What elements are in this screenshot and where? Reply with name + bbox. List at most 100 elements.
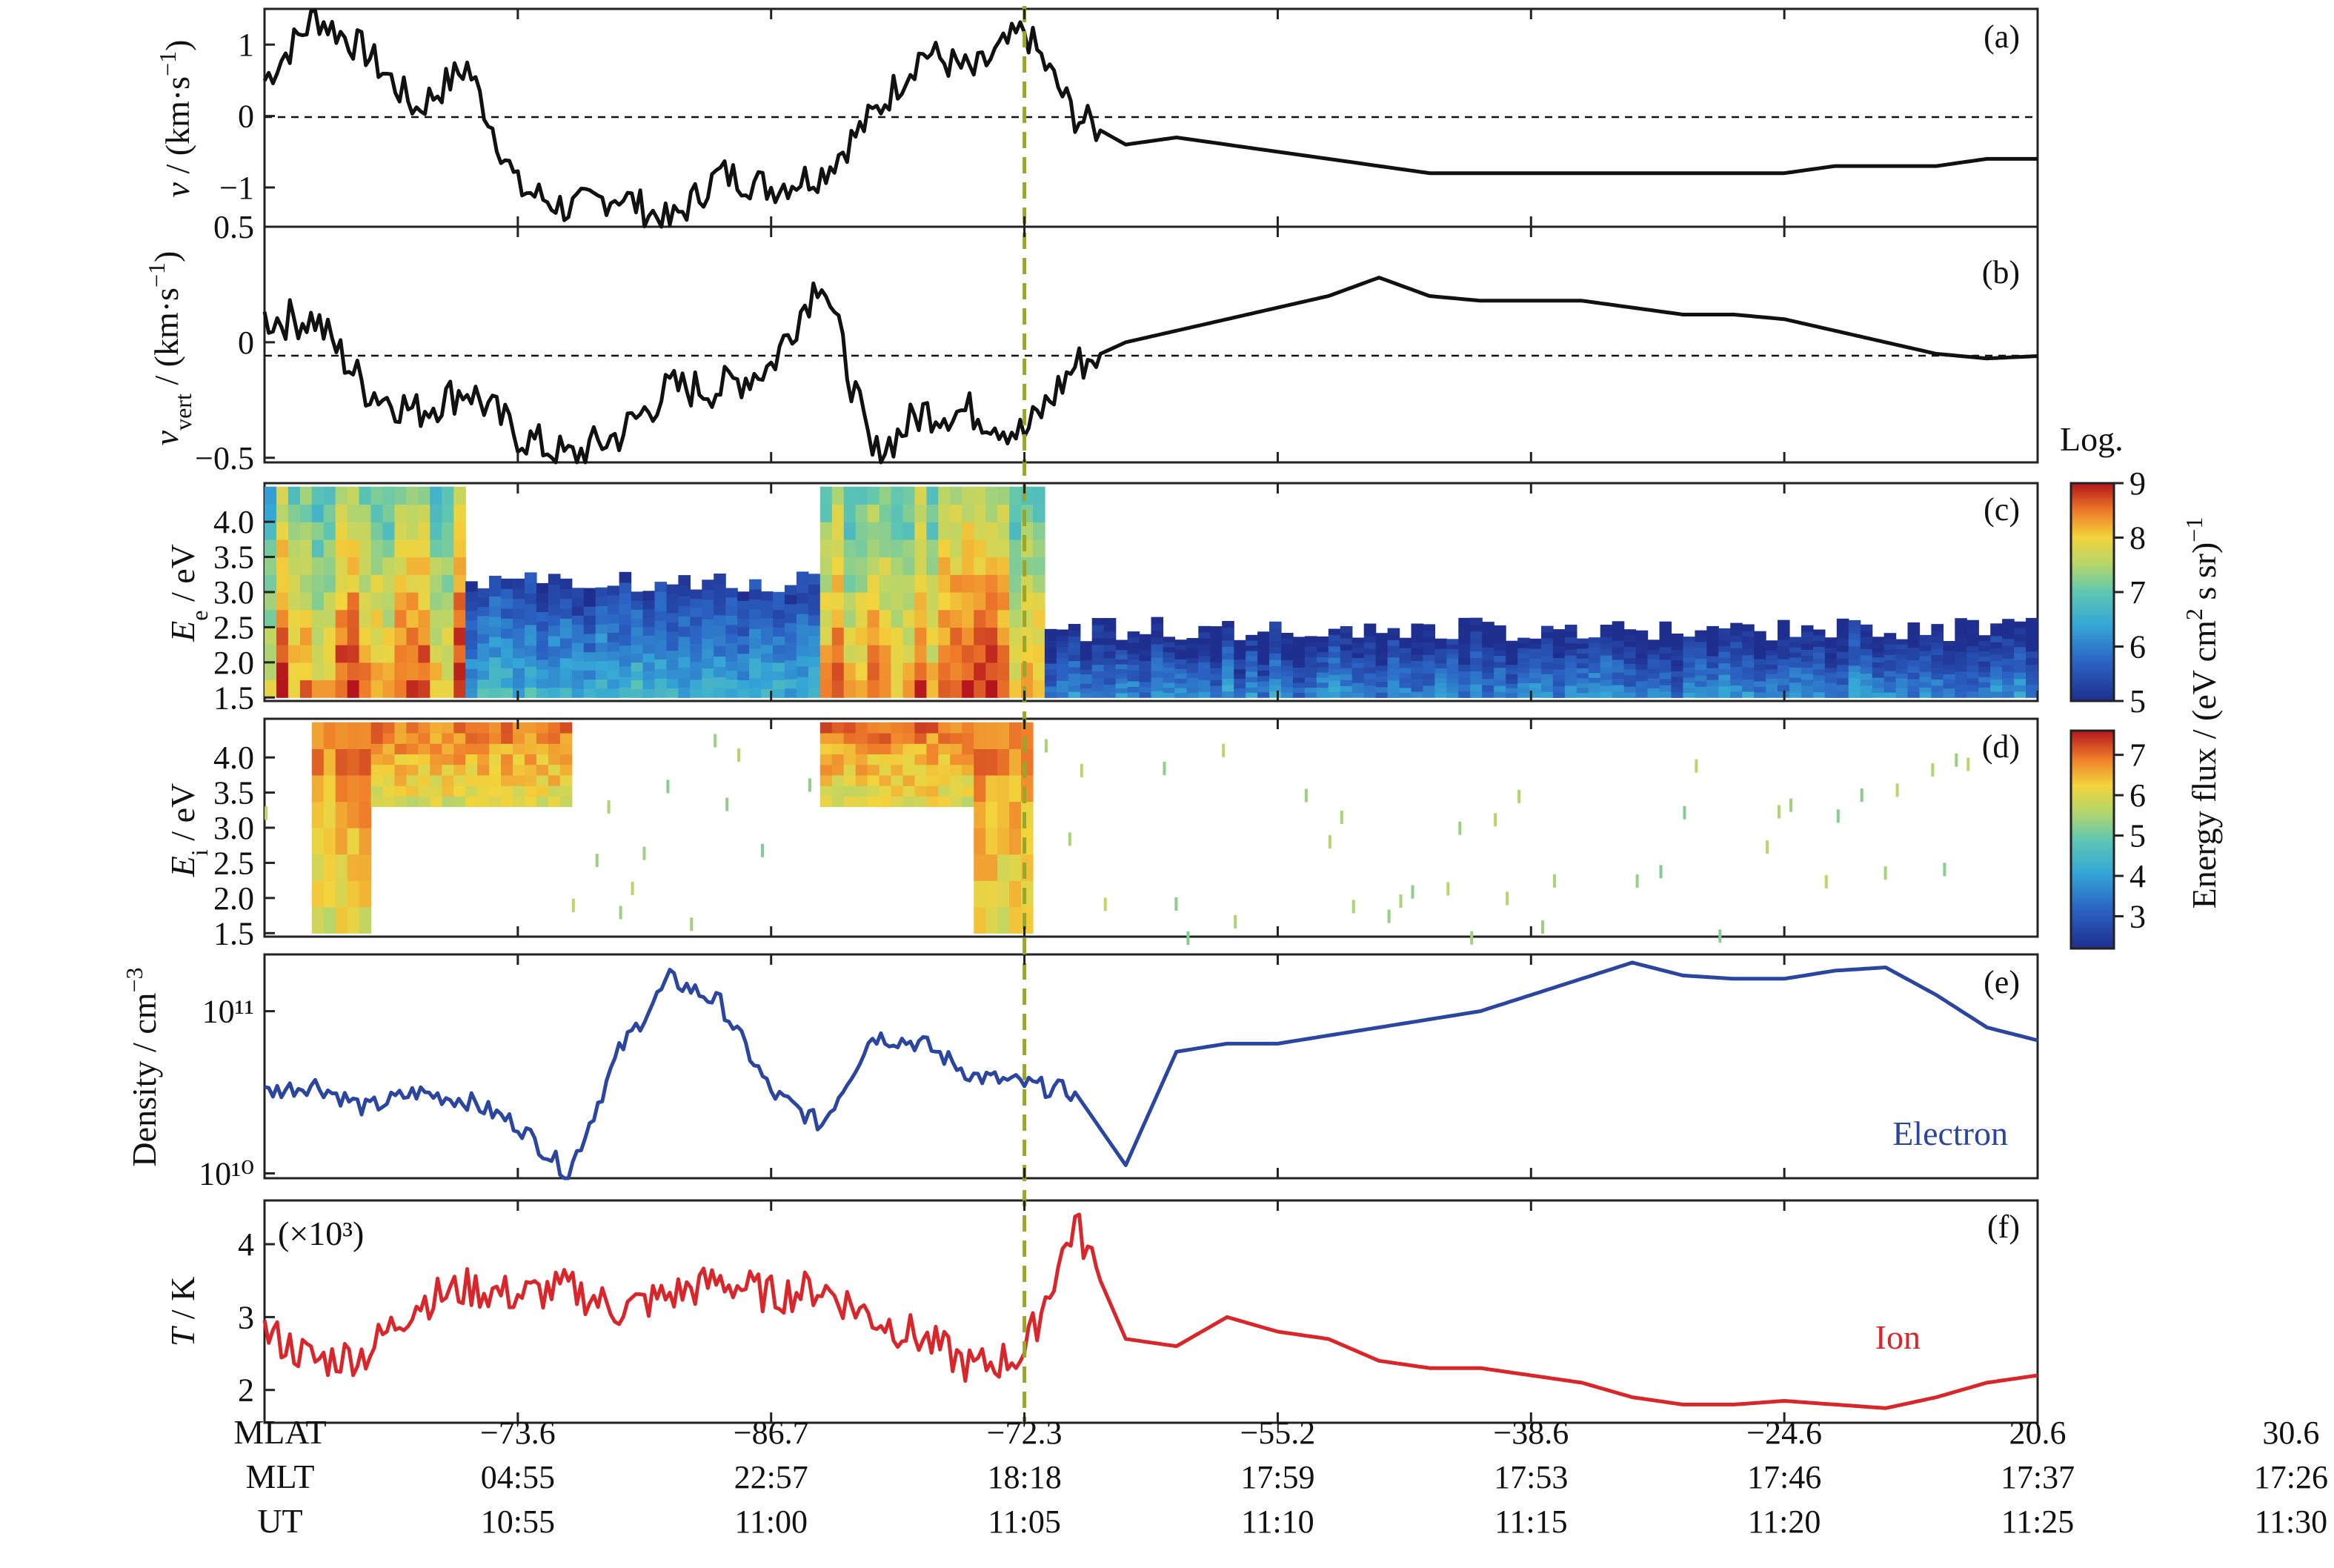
spectrogram-cell	[1588, 682, 1601, 688]
spectrogram-cell	[1966, 671, 1979, 679]
spectrogram-cell	[1576, 648, 1589, 654]
spectrogram-cell	[1351, 657, 1365, 663]
spectrogram-cell	[559, 785, 573, 797]
spectrogram-cell	[725, 634, 738, 643]
spectrogram-cell	[1033, 557, 1045, 575]
spectrogram-cell	[974, 906, 986, 934]
spectrogram-cell	[1434, 688, 1447, 694]
spectrogram-cell	[477, 796, 490, 808]
spectrogram-cell	[1340, 662, 1353, 668]
spectrogram-cell	[1907, 634, 1921, 642]
spectrogram-cell	[287, 592, 301, 611]
spectrogram-cell	[808, 677, 821, 688]
spectrogram-cell	[902, 754, 916, 765]
spectrogram-cell	[879, 662, 892, 681]
spectrogram-cell	[1706, 650, 1719, 657]
spectrogram-cell	[1766, 678, 1778, 684]
spectrogram-cell	[819, 574, 833, 593]
spectrogram-cell	[1955, 677, 1967, 685]
spectrogram-cell	[678, 657, 691, 668]
spectrogram-cell	[1966, 691, 1979, 698]
spectrogram-cell	[359, 774, 372, 803]
spectrogram-cell	[1695, 641, 1707, 648]
spectrogram-cell	[1304, 641, 1317, 647]
spectrogram-cell	[1659, 685, 1672, 692]
spectrogram-cell	[1600, 637, 1613, 644]
spectrogram-cell	[501, 578, 513, 589]
spectrogram-cell	[1647, 688, 1660, 694]
spectrogram-cell	[843, 722, 857, 734]
spectrogram-cell	[525, 634, 537, 646]
spectrogram-cell	[442, 733, 454, 744]
spectrogram-cell	[1091, 637, 1105, 645]
spectrogram-cell	[2002, 684, 2015, 691]
spectrogram-cell	[855, 733, 868, 744]
spectrogram-cell	[559, 722, 573, 734]
spectrogram-cell	[347, 748, 360, 776]
spectrogram-cell	[583, 624, 596, 634]
spectrogram-cell	[525, 722, 537, 734]
spectrogram-cell	[902, 733, 916, 744]
spectrogram-speck	[737, 748, 741, 763]
spectrogram-cell	[1009, 906, 1022, 934]
spectrogram-cell	[1529, 692, 1542, 698]
spectrogram-cell	[702, 658, 714, 669]
spectrogram-cell	[1222, 621, 1234, 628]
spectrogram-cell	[1482, 685, 1495, 692]
spectrogram-cell	[382, 574, 396, 593]
spectrogram-cell	[1269, 653, 1282, 660]
spectrogram-cell	[1943, 641, 1955, 646]
y-tick-label: 10¹¹	[202, 994, 254, 1030]
spectrogram-speck	[265, 806, 267, 820]
spectrogram-cell	[1706, 656, 1719, 662]
spectrogram-cell	[335, 748, 348, 776]
spectrogram-cell	[477, 743, 490, 754]
spectrogram-cell	[1222, 634, 1234, 641]
spectrogram-cell	[1801, 649, 1814, 656]
spectrogram-cell	[926, 680, 939, 698]
spectrogram-cell	[1966, 619, 1979, 627]
spectrogram-cell	[985, 504, 998, 522]
spectrogram-cell	[974, 828, 986, 855]
spectrogram-speck	[1860, 788, 1863, 802]
spectrogram-cell	[1966, 633, 1979, 640]
spectrogram-cell	[477, 722, 490, 734]
spectrogram-cell	[1742, 624, 1755, 631]
y-tick-label: 2.5	[213, 845, 254, 881]
spectrogram-cell	[2026, 684, 2038, 691]
spectrogram-cell	[997, 662, 1010, 681]
spectrogram-cell	[725, 624, 738, 634]
spectrogram-cell	[974, 880, 986, 908]
spectrogram-cell	[1328, 634, 1341, 641]
spectrogram-cell	[1222, 659, 1234, 666]
spectrogram-cell	[843, 574, 857, 593]
spectrogram-cell	[1482, 660, 1495, 667]
spectrogram-cell	[501, 754, 513, 765]
spectrogram-cell	[808, 605, 821, 616]
spectrogram-cell	[430, 796, 442, 808]
spectrogram-cell	[513, 796, 525, 808]
spectrogram-cell	[465, 581, 478, 592]
x-tick-label: 30.6	[2262, 1415, 2319, 1451]
spectrogram-cell	[1044, 663, 1057, 670]
spectrogram-cell	[1068, 636, 1081, 643]
spectrogram-cell	[1659, 653, 1672, 660]
spectrogram-cell	[761, 626, 774, 637]
spectrogram-cell	[442, 722, 454, 734]
spectrogram-cell	[974, 662, 986, 681]
spectrogram-cell	[1363, 673, 1377, 680]
spectrogram-cell	[867, 733, 880, 744]
spectrogram-cell	[985, 557, 998, 575]
spectrogram-cell	[465, 688, 478, 698]
spectrogram-cell	[595, 670, 608, 680]
spectrogram-cell	[831, 627, 845, 645]
spectrogram-cell	[690, 670, 702, 680]
spectrogram-cell	[1766, 688, 1778, 694]
spectrogram-cell	[1068, 654, 1081, 662]
spectrogram-cell	[1222, 653, 1234, 660]
spectrogram-cell	[359, 680, 372, 698]
spectrogram-cell	[1246, 692, 1258, 698]
spectrogram-cell	[1576, 688, 1589, 694]
spectrogram-cell	[1174, 654, 1187, 660]
spectrogram-cell	[1647, 659, 1660, 665]
